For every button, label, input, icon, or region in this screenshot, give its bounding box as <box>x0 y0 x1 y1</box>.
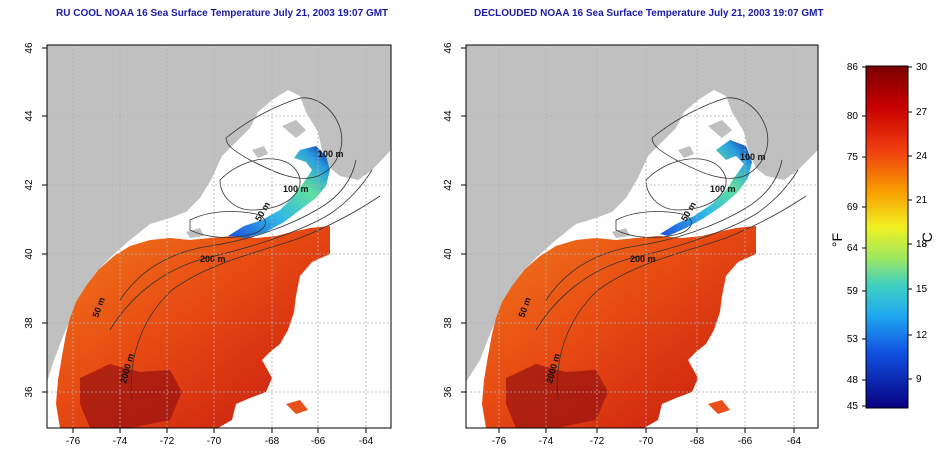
colorbar-f-ticks: 86 80 75 69 64 59 53 48 45 <box>847 62 859 412</box>
right-contour-label-4: 200 m <box>630 254 656 264</box>
right-warm-patch <box>708 400 730 414</box>
colorbar-c-tick: 18 <box>916 239 928 250</box>
colorbar-f-tick: 64 <box>847 243 859 254</box>
left-y-tick: 42 <box>24 179 35 191</box>
right-x-tick: -70 <box>639 436 654 447</box>
left-map-border <box>46 44 392 429</box>
left-y-tick: 46 <box>24 42 35 54</box>
colorbar-c-ticks: 30 27 24 21 18 15 12 9 <box>916 62 928 385</box>
right-contours <box>535 97 807 401</box>
colorbar-fahrenheit-label: °F <box>829 233 845 247</box>
colorbar-c-tick: 15 <box>916 284 928 295</box>
left-contour-label-4: 200 m <box>200 254 226 264</box>
left-map-title: RU COOL NOAA 16 Sea Surface Temperature … <box>56 8 389 19</box>
colorbar-f-tick: 69 <box>847 202 859 213</box>
left-contour-label-1: 100 m <box>318 149 344 159</box>
right-x-tick: -74 <box>539 436 554 447</box>
right-y-axis: 36 38 40 42 44 46 <box>443 42 454 398</box>
left-tick-marks <box>42 47 367 433</box>
left-contour-label-2: 100 m <box>283 184 309 194</box>
colorbar-f-tick: 80 <box>847 111 859 122</box>
colorbar-f-tick: 86 <box>847 62 859 73</box>
colorbar-gradient <box>865 65 909 409</box>
colorbar-c-tick: 9 <box>916 374 922 385</box>
right-x-tick: -76 <box>492 436 507 447</box>
right-map: 100 m 100 m 50 m 200 m 50 m 2000 m <box>443 42 819 447</box>
right-y-tick: 36 <box>443 386 454 398</box>
colorbar-c-tick: 21 <box>916 195 928 206</box>
left-warm-patch <box>286 400 308 414</box>
colorbar: 86 80 75 69 64 59 53 48 45 30 27 24 21 1… <box>829 62 935 412</box>
left-y-tick: 36 <box>24 386 35 398</box>
left-x-tick: -76 <box>66 436 81 447</box>
left-y-axis: 36 38 40 42 44 46 <box>24 42 35 398</box>
right-x-tick: -66 <box>738 436 753 447</box>
right-x-tick: -72 <box>590 436 605 447</box>
left-contours <box>109 97 381 401</box>
colorbar-f-tick: 45 <box>847 401 859 412</box>
left-x-tick: -68 <box>265 436 280 447</box>
colorbar-c-tick: 30 <box>916 62 928 73</box>
right-x-axis: -76 -74 -72 -70 -68 -66 -64 <box>492 436 802 447</box>
colorbar-f-tick: 59 <box>847 286 859 297</box>
right-contour-label-2: 100 m <box>710 184 736 194</box>
right-land-islands <box>612 120 732 238</box>
left-grid <box>47 45 391 428</box>
left-y-tick: 44 <box>24 110 35 122</box>
colorbar-f-tick: 48 <box>847 375 859 386</box>
colorbar-c-tick: 27 <box>916 107 928 118</box>
right-y-tick: 44 <box>443 110 454 122</box>
left-map: 100 m 100 m 50 m 200 m 50 m 2000 m <box>24 42 392 447</box>
left-y-tick: 38 <box>24 317 35 329</box>
colorbar-c-tick: 12 <box>916 330 928 341</box>
right-y-tick: 46 <box>443 42 454 54</box>
colorbar-celsius-label: °C <box>919 232 935 248</box>
left-x-tick: -74 <box>113 436 128 447</box>
colorbar-c-tick: 24 <box>916 151 928 162</box>
left-deep-warm <box>80 364 182 428</box>
right-x-tick: -68 <box>690 436 705 447</box>
left-x-tick: -70 <box>207 436 222 447</box>
right-y-tick: 38 <box>443 317 454 329</box>
colorbar-ticks <box>862 66 912 407</box>
right-cool-sst <box>660 140 752 236</box>
left-x-tick: -66 <box>311 436 326 447</box>
left-x-axis: -76 -74 -72 -70 -68 -66 -64 <box>66 436 374 447</box>
right-y-tick: 42 <box>443 179 454 191</box>
right-land <box>466 45 818 382</box>
right-grid <box>466 45 818 428</box>
right-tick-marks <box>461 47 795 433</box>
colorbar-f-tick: 75 <box>847 152 859 163</box>
left-land <box>47 45 391 382</box>
right-y-tick: 40 <box>443 248 454 260</box>
right-map-title: DECLOUDED NOAA 16 Sea Surface Temperatur… <box>474 8 824 19</box>
colorbar-f-tick: 53 <box>847 334 859 345</box>
left-land-islands <box>186 120 306 238</box>
right-x-tick: -64 <box>787 436 802 447</box>
left-x-tick: -64 <box>359 436 374 447</box>
left-y-tick: 40 <box>24 248 35 260</box>
right-deep-warm <box>506 364 608 428</box>
left-x-tick: -72 <box>160 436 175 447</box>
left-cool-sst <box>228 146 330 238</box>
right-map-border <box>465 44 819 429</box>
right-contour-label-1: 100 m <box>740 152 766 162</box>
